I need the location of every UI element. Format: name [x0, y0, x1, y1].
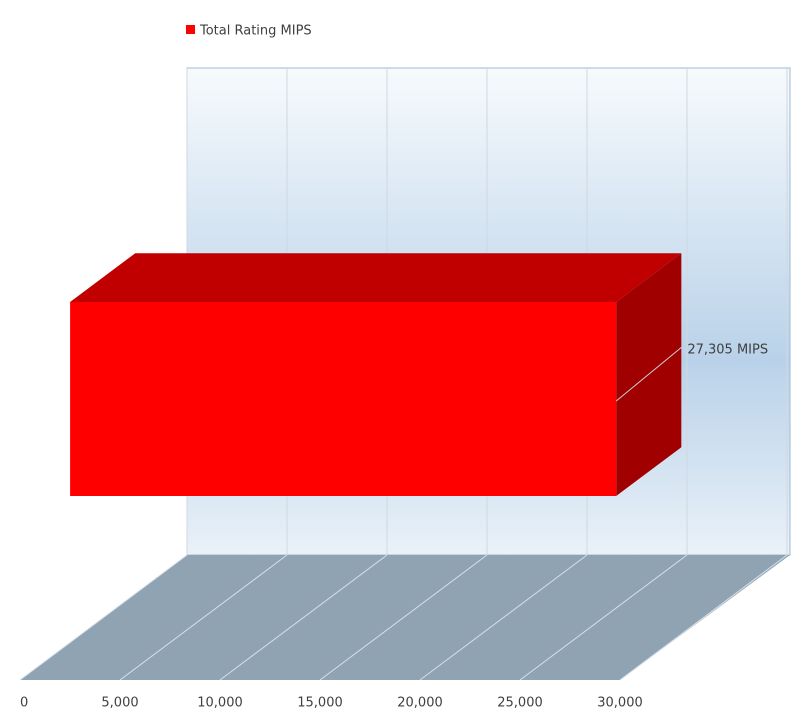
floor-grid-line — [419, 554, 588, 681]
x-tick-label: 15,000 — [297, 696, 343, 711]
floor-grid-line — [619, 554, 788, 681]
floor-grid-line — [19, 554, 188, 681]
label-leader — [615, 344, 685, 402]
floor-grid-line — [519, 554, 688, 681]
floor — [20, 555, 790, 680]
x-tick-label: 25,000 — [497, 696, 543, 711]
bar-top — [70, 253, 682, 302]
x-tick-label: 0 — [20, 696, 28, 711]
x-tick-label: 10,000 — [197, 696, 243, 711]
floor-grid-line — [119, 554, 288, 681]
data-label: 27,305 MIPS — [687, 343, 768, 358]
legend-label: Total Rating MIPS — [199, 24, 312, 39]
x-tick-label: 20,000 — [397, 696, 443, 711]
bar — [70, 302, 617, 496]
legend-swatch — [186, 25, 195, 34]
floor-grid-line — [319, 554, 488, 681]
floor-grid-line — [219, 554, 388, 681]
x-tick-label: 5,000 — [101, 696, 138, 711]
x-tick-label: 30,000 — [597, 696, 643, 711]
